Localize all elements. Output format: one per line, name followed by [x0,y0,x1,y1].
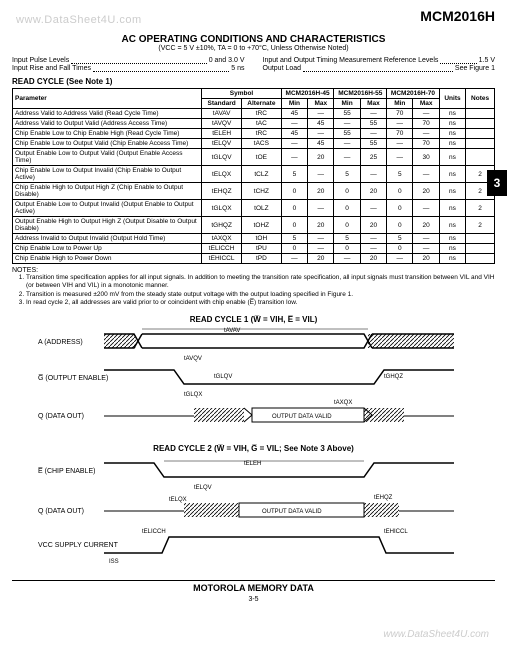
table-row: Address Invalid to Output Invalid (Outpu… [13,234,495,244]
svg-text:tEHICCL: tEHICCL [384,529,408,535]
diagram1-title: READ CYCLE 1 (W̅ = VIH, E̅ = VIL) [12,315,495,324]
svg-text:OUTPUT DATA VALID: OUTPUT DATA VALID [262,509,322,515]
col-max: Max [360,99,386,109]
timing-diagram-1: A (ADDRESS) tAVAV tAVQV G̅ (OUTPUT ENABL… [12,326,495,436]
table-row: Chip Enable Low to Output Invalid (Chip … [13,166,495,183]
table-row: Chip Enable High to Power DowntEHICCLtPD… [13,254,495,264]
table-row: Output Enable Low to Output Valid (Outpu… [13,149,495,166]
table-row: Chip Enable Low to Power UptELICCHtPU0—0… [13,244,495,254]
table-row: Chip Enable High to Output High Z (Chip … [13,183,495,200]
svg-text:tELICCH: tELICCH [142,529,166,535]
cond-value: 5 ns [231,65,244,72]
cond-label: Input and Output Timing Measurement Refe… [263,57,439,64]
svg-text:ISS: ISS [109,559,119,565]
page-title: AC OPERATING CONDITIONS AND CHARACTERIST… [12,34,495,45]
svg-text:tELQX: tELQX [169,497,187,503]
sig-q-label: Q (DATA OUT) [38,413,84,420]
cond-label: Output Load [263,65,302,72]
col-max: Max [413,99,439,109]
col-min: Min [334,99,360,109]
svg-text:tAVQV: tAVQV [184,356,202,362]
col-symbol: Symbol [202,89,281,99]
diagram2-title: READ CYCLE 2 (W̅ = VIH, G̅ = VIL; See No… [12,444,495,453]
note-item: Transition time specification applies fo… [26,274,495,290]
col-min: Min [281,99,307,109]
col-units: Units [439,89,465,109]
read-cycle-label: READ CYCLE (See Note 1) [12,77,495,86]
svg-text:tELEH: tELEH [244,461,261,467]
svg-text:tGLQX: tGLQX [184,392,202,398]
table-row: Output Enable High to Output High Z (Out… [13,217,495,234]
subtitle: (VCC = 5 V ±10%, TA = 0 to +70°C, Unless… [12,45,495,52]
col-max: Max [308,99,334,109]
svg-text:tAXQX: tAXQX [334,400,352,406]
sig-a-label: A (ADDRESS) [38,339,83,346]
notes-heading: NOTES: [12,267,495,274]
col-dev70: MCM2016H-70 [387,89,440,99]
svg-text:tGHQZ: tGHQZ [384,374,403,380]
col-dev55: MCM2016H-55 [334,89,387,99]
table-row: Address Valid to Address Valid (Read Cyc… [13,109,495,119]
timing-diagram-2: E̅ (CHIP ENABLE) tELEH tELQV tELQX Q (DA… [12,455,495,570]
table-row: Address Valid to Output Valid (Address A… [13,119,495,129]
col-standard: Standard [202,99,242,109]
timing-table: Parameter Symbol MCM2016H-45 MCM2016H-55… [12,88,495,264]
col-notes: Notes [466,89,495,109]
sig-vcc-label: VCC SUPPLY CURRENT [38,542,119,549]
cond-value: 1.5 V [479,57,495,64]
footer: MOTOROLA MEMORY DATA [12,580,495,593]
page-number: 3-5 [12,596,495,603]
cond-value: See Figure 1 [455,65,495,72]
cond-label: Input Rise and Fall Times [12,65,91,72]
sig-g-label: G̅ (OUTPUT ENABLE) [37,374,108,382]
svg-text:tELQV: tELQV [194,485,212,491]
table-row: Output Enable Low to Output Invalid (Out… [13,200,495,217]
notes-block: NOTES: Transition time specification app… [12,267,495,307]
col-alternate: Alternate [242,99,282,109]
col-dev45: MCM2016H-45 [281,89,334,99]
col-parameter: Parameter [13,89,202,109]
table-row: Chip Enable Low to Output Valid (Chip En… [13,139,495,149]
note-item: Transition is measured ±200 mV from the … [26,291,495,299]
cond-value: 0 and 3.0 V [209,57,245,64]
watermark-bottom: www.DataSheet4U.com [383,629,489,640]
table-row: Chip Enable Low to Chip Enable High (Rea… [13,129,495,139]
col-min: Min [387,99,413,109]
svg-text:tGLQV: tGLQV [214,374,232,380]
cond-label: Input Pulse Levels [12,57,69,64]
sig-q-label: Q (DATA OUT) [38,508,84,515]
note-item: In read cycle 2, all addresses are valid… [26,299,495,307]
svg-text:tEHQZ: tEHQZ [374,495,393,501]
svg-text:OUTPUT DATA VALID: OUTPUT DATA VALID [272,414,332,420]
sig-e-label: E̅ (CHIP ENABLE) [37,467,95,475]
watermark-top: www.DataSheet4U.com [16,14,142,26]
section-tab: 3 [487,170,507,196]
conditions-grid: Input Pulse Levels 0 and 3.0 V Input Rise… [12,56,495,73]
